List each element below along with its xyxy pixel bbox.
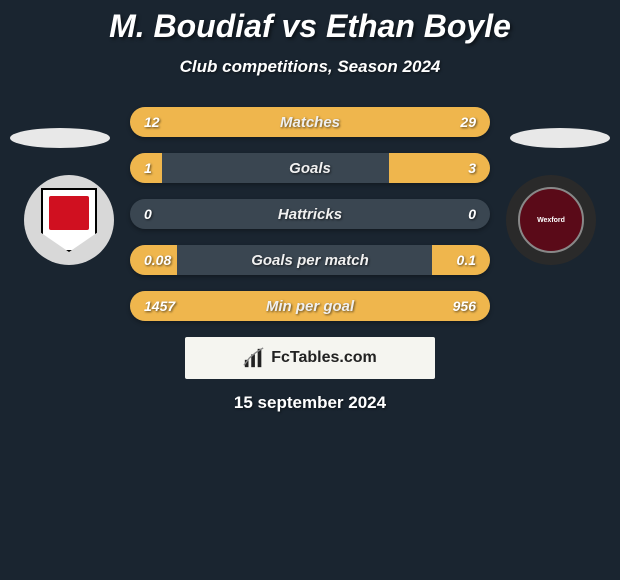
stat-label: Goals xyxy=(130,153,490,183)
stat-value-right: 3 xyxy=(468,153,476,183)
stat-value-right: 0.1 xyxy=(457,245,476,275)
stat-value-right: 956 xyxy=(453,291,476,321)
stat-label: Min per goal xyxy=(130,291,490,321)
stat-row: 0.08 Goals per match 0.1 xyxy=(130,245,490,275)
team-right-name: Wexford xyxy=(537,217,565,224)
stats-list: 12 Matches 29 1 Goals 3 0 Hattricks 0 0.… xyxy=(130,107,490,321)
stat-row: 1 Goals 3 xyxy=(130,153,490,183)
team-left-badge xyxy=(24,175,114,265)
watermark-text: FcTables.com xyxy=(271,349,377,367)
page-title: M. Boudiaf vs Ethan Boyle xyxy=(0,8,620,45)
stat-label: Matches xyxy=(130,107,490,137)
player-left-avatar-placeholder xyxy=(10,128,110,148)
player-right-avatar-placeholder xyxy=(510,128,610,148)
team-right-badge: Wexford xyxy=(506,175,596,265)
page-subtitle: Club competitions, Season 2024 xyxy=(0,57,620,77)
stat-label: Goals per match xyxy=(130,245,490,275)
stat-label: Hattricks xyxy=(130,199,490,229)
watermark-badge: FcTables.com xyxy=(185,337,435,379)
comparison-card: M. Boudiaf vs Ethan Boyle Club competiti… xyxy=(0,0,620,580)
stat-row: 12 Matches 29 xyxy=(130,107,490,137)
stat-row: 0 Hattricks 0 xyxy=(130,199,490,229)
team-right-crest-icon: Wexford xyxy=(518,187,584,253)
stat-row: 1457 Min per goal 956 xyxy=(130,291,490,321)
date-text: 15 september 2024 xyxy=(0,393,620,413)
bar-chart-icon xyxy=(243,347,265,369)
team-left-crest-icon xyxy=(41,188,97,252)
stat-value-right: 29 xyxy=(460,107,476,137)
stat-value-right: 0 xyxy=(468,199,476,229)
